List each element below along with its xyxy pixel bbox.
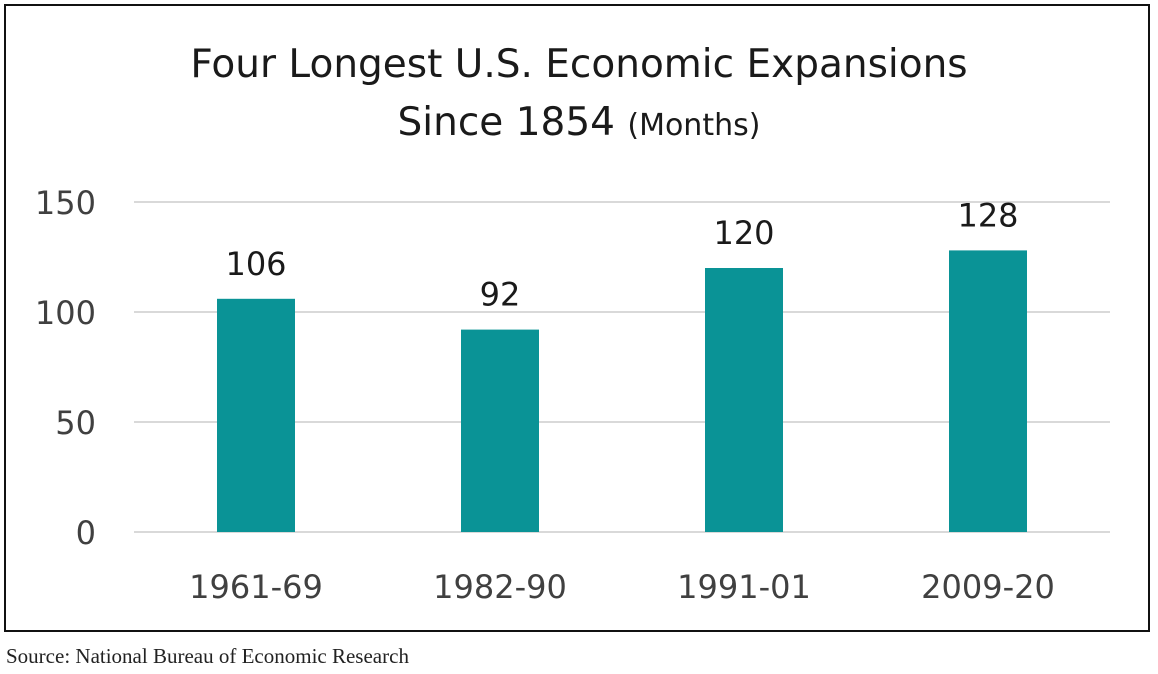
x-tick-label: 2009-20 bbox=[921, 568, 1055, 606]
y-axis-ticks: 0 50 100 150 bbox=[35, 184, 96, 552]
chart-title-unit: (Months) bbox=[627, 108, 761, 143]
chart-title-years: Since 1854 bbox=[397, 100, 615, 145]
data-label: 106 bbox=[225, 245, 286, 283]
x-axis-ticks: 1961-69 1982-90 1991-01 2009-20 bbox=[189, 568, 1055, 606]
x-tick-label: 1982-90 bbox=[433, 568, 567, 606]
bar bbox=[705, 268, 783, 532]
x-tick-label: 1991-01 bbox=[677, 568, 811, 606]
chart-title-line1: Four Longest U.S. Economic Expansions bbox=[190, 42, 968, 87]
data-labels: 106 92 120 128 bbox=[225, 196, 1018, 313]
y-tick-label: 50 bbox=[55, 404, 96, 442]
x-tick-label: 1961-69 bbox=[189, 568, 323, 606]
data-label: 92 bbox=[480, 276, 521, 314]
y-tick-label: 150 bbox=[35, 184, 96, 222]
data-label: 120 bbox=[713, 214, 774, 252]
bar bbox=[949, 250, 1027, 532]
y-tick-label: 100 bbox=[35, 294, 96, 332]
gridlines bbox=[134, 201, 1110, 533]
bars bbox=[217, 250, 1027, 532]
chart-title: Four Longest U.S. Economic Expansions Si… bbox=[0, 36, 1158, 155]
chart-title-line2: Since 1854 (Months) bbox=[0, 94, 1158, 155]
bar bbox=[461, 329, 539, 532]
bar bbox=[217, 298, 295, 532]
data-label: 128 bbox=[957, 196, 1018, 234]
y-tick-label: 0 bbox=[76, 514, 96, 552]
source-note: Source: National Bureau of Economic Rese… bbox=[6, 644, 409, 668]
